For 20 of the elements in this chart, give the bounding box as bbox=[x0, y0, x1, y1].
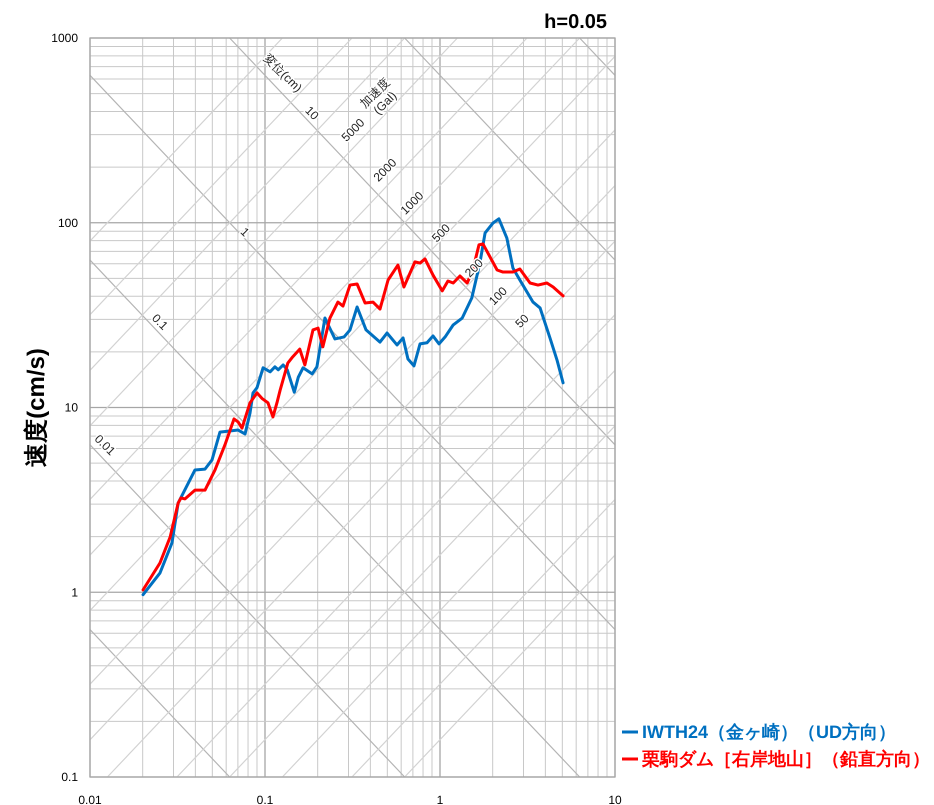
legend-label: IWTH24（金ヶ崎）（UD方向） bbox=[642, 722, 896, 742]
y-tick-label: 1000 bbox=[51, 31, 78, 45]
chart-title: h=0.05 bbox=[544, 11, 607, 33]
annotation: 10 bbox=[302, 103, 322, 123]
y-axis-title: 速度(cm/s) bbox=[23, 348, 50, 467]
annotation: 0.1 bbox=[149, 311, 172, 334]
x-tick-label: 10 bbox=[608, 793, 622, 805]
annotation: 50 bbox=[512, 311, 532, 331]
annotation: 500 bbox=[428, 220, 454, 246]
legend-label: 栗駒ダム［右岸地山］（鉛直方向） bbox=[641, 749, 930, 769]
annotation: 200 bbox=[462, 256, 486, 280]
annotation: 100 bbox=[486, 284, 510, 308]
y-tick-label: 10 bbox=[64, 400, 78, 414]
y-tick-label: 100 bbox=[58, 216, 78, 230]
x-tick-label: 1 bbox=[436, 793, 444, 805]
y-tick-label: 1 bbox=[71, 585, 78, 600]
x-tick-label: 0.01 bbox=[78, 793, 102, 805]
annotation: 1 bbox=[238, 224, 253, 240]
x-tick-label: 0.1 bbox=[256, 793, 274, 805]
y-tick-label: 0.1 bbox=[61, 770, 78, 784]
